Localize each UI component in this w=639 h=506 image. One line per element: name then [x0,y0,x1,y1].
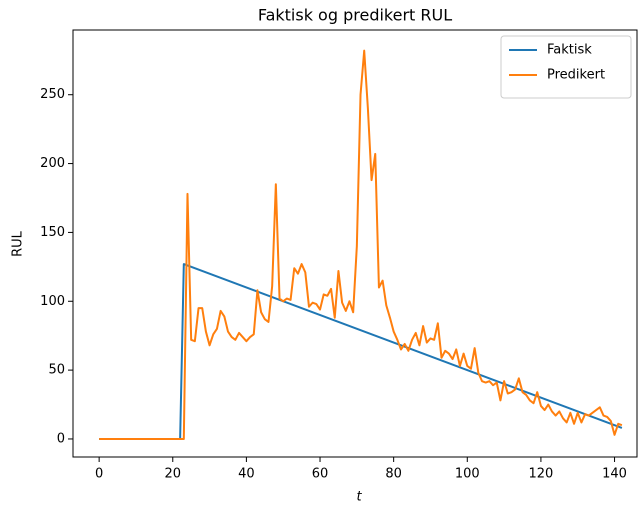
x-tick-label: 60 [312,467,329,482]
y-tick-label: 0 [57,431,65,446]
legend-label: Predikert [547,68,605,83]
x-tick-label: 40 [238,467,255,482]
x-axis-label: t [356,490,362,505]
y-tick-label: 50 [48,363,65,378]
x-tick-label: 140 [602,467,627,482]
y-tick-label: 250 [40,87,65,102]
line [99,49,623,440]
y-tick-label: 100 [40,294,65,309]
x-tick-label: 100 [455,467,480,482]
x-tick-label: 80 [385,467,402,482]
y-axis-label: RUL [11,230,26,257]
x-tick-label: 120 [528,467,553,482]
plot-frame [72,29,638,458]
y-tick-label: 150 [40,225,65,240]
legend-label: Faktisk [547,43,592,58]
chart-title: Faktisk og predikert RUL [258,6,452,25]
line [99,263,623,440]
y-tick-label: 200 [40,156,65,171]
legend-box [500,35,632,99]
x-tick-label: 20 [164,467,181,482]
x-tick-label: 0 [95,467,103,482]
